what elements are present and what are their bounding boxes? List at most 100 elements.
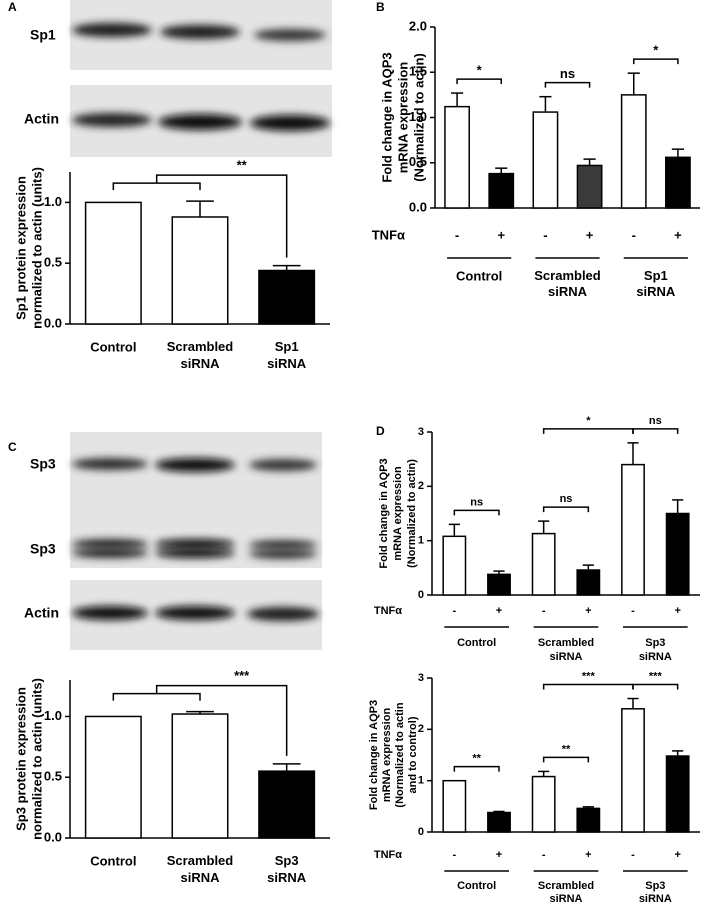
blot-label: Sp1	[30, 27, 56, 43]
bar	[488, 172, 515, 209]
bar	[487, 573, 511, 596]
blot-c	[70, 432, 322, 650]
significance-label: **	[472, 753, 481, 765]
bar	[487, 811, 511, 833]
error-bar	[186, 200, 214, 217]
y-tick-label: 0.5	[409, 154, 427, 169]
y-tick-label: 0.0	[44, 315, 62, 330]
y-tick-label: 0	[418, 826, 424, 838]
x-tick-label: +	[497, 227, 505, 242]
y-axis-label: Fold change in AQP3	[379, 52, 394, 182]
panel-label: B	[376, 0, 385, 14]
x-tick-label: -	[542, 605, 546, 617]
panel-label: C	[8, 440, 17, 454]
y-tick-label: 1.5	[409, 64, 427, 79]
x-tick-label: +	[585, 605, 591, 617]
significance-bracket	[112, 182, 201, 191]
error-bar	[493, 570, 505, 575]
y-axis-label: (Normalized to actin)	[406, 459, 418, 568]
significance-bracket	[632, 683, 679, 690]
y-axis-label: mRNA expression	[381, 708, 393, 803]
y-axis-label: Fold change in AQP3	[368, 700, 380, 810]
error-bar	[672, 499, 684, 514]
blot-a	[70, 0, 332, 157]
significance-label: ns	[560, 66, 575, 81]
x-tick-label: +	[585, 849, 591, 861]
x-tick-label: -	[632, 227, 636, 242]
significance-label: ***	[582, 670, 596, 682]
group-label: Scrambled siRNA	[538, 637, 594, 663]
group-label: Scrambled siRNA	[534, 268, 601, 299]
y-tick-label: 3	[418, 426, 424, 438]
y-tick-label: 1.0	[409, 109, 427, 124]
significance-bracket	[544, 81, 591, 88]
error-bar	[186, 710, 214, 715]
blot-label: Sp3	[30, 541, 56, 557]
significance-bracket	[155, 684, 288, 756]
error-bar	[538, 770, 550, 777]
significance-label: ns	[649, 415, 662, 427]
error-bar	[672, 750, 684, 757]
x-tick-label: -	[452, 605, 456, 617]
significance-bracket	[453, 509, 500, 516]
significance-label: *	[653, 43, 659, 58]
significance-bracket	[456, 78, 502, 85]
significance-bracket	[155, 174, 288, 258]
y-tick-label: 2	[418, 723, 424, 735]
bar	[531, 775, 556, 833]
bar	[442, 535, 467, 596]
error-bar	[493, 810, 505, 813]
x-tick-label: -	[542, 849, 546, 861]
bar	[620, 94, 647, 209]
y-axis-label: Sp1 protein expression	[13, 176, 28, 320]
y-tick-label: 0.0	[409, 199, 427, 214]
bar	[576, 569, 601, 596]
significance-label: **	[237, 158, 248, 173]
bar	[84, 715, 142, 839]
y-tick-label: 0.5	[44, 255, 62, 270]
significance-bracket	[633, 58, 679, 65]
significance-bracket	[632, 428, 679, 434]
group-label: Control	[456, 268, 502, 283]
row-label: TNFα	[372, 227, 405, 242]
group-label: Scrambled siRNA	[538, 880, 594, 905]
y-axis-label: Fold change in AQP3	[378, 458, 390, 568]
x-tick-label: -	[452, 849, 456, 861]
significance-bracket	[112, 692, 201, 701]
significance-label: ns	[470, 496, 483, 508]
error-bar	[272, 763, 301, 772]
group-label: Sp1 siRNA	[636, 268, 676, 299]
x-tick-label: +	[674, 849, 680, 861]
bar	[621, 463, 645, 596]
bar	[84, 201, 142, 325]
y-axis-label: Sp3 protein expression	[13, 687, 28, 831]
y-tick-label: 2	[418, 480, 424, 492]
error-bar	[582, 564, 594, 571]
bar	[665, 512, 690, 596]
bar	[531, 532, 556, 596]
x-tick-label: -	[631, 849, 635, 861]
group-label: Sp3 siRNA	[639, 880, 672, 905]
significance-bracket	[542, 506, 590, 513]
y-axis-label: and to control)	[407, 716, 419, 793]
x-tick-label: +	[496, 605, 502, 617]
significance-bracket	[542, 756, 590, 763]
y-axis-label: mRNA expression	[395, 62, 410, 174]
bar	[171, 216, 229, 325]
y-tick-label: 0.0	[44, 829, 62, 844]
error-bar	[448, 523, 460, 537]
error-bar	[538, 520, 550, 534]
row-label: TNFα	[374, 849, 402, 861]
y-tick-label: 1.0	[44, 708, 62, 723]
bar	[532, 111, 559, 209]
group-label: Sp3 siRNA	[639, 637, 672, 663]
y-tick-label: 1.0	[44, 194, 62, 209]
x-tick-label: -	[631, 605, 635, 617]
x-tick-label: -	[455, 227, 459, 242]
error-bar	[627, 72, 640, 95]
bar	[665, 156, 691, 209]
significance-label: ***	[234, 668, 250, 683]
x-tick-label: Sp1 siRNA	[267, 339, 307, 371]
y-axis-label: (Normalized to actin)	[411, 53, 426, 182]
